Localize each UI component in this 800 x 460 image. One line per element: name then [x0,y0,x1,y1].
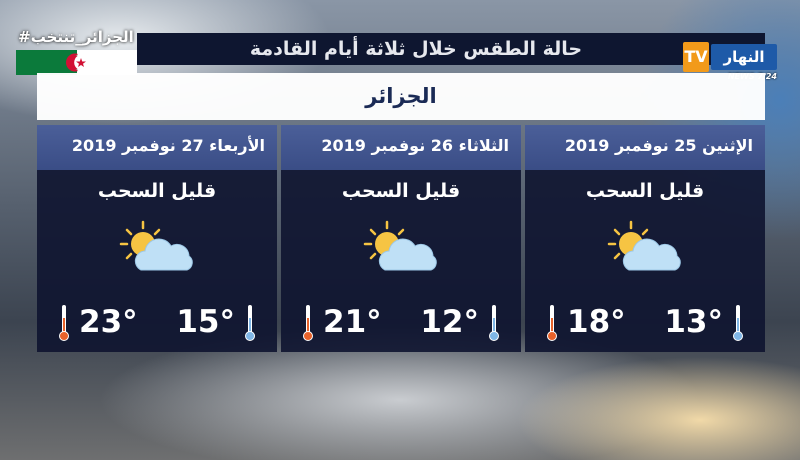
forecast-condition: قليل السحب [341,180,461,202]
thermometer-hot-icon [303,305,313,341]
thermometer-hot-icon [547,305,557,341]
forecast-condition: قليل السحب [585,180,705,202]
title-bar: حالة الطقس خلال ثلاثة أيام القادمة [137,33,765,65]
forecast-card: الثلاثاء 26 نوفمبر 2019 قليل السحب 21° 12… [281,125,521,352]
forecast-card: الإثنين 25 نوفمبر 2019 قليل السحب 18° 13° [525,125,765,352]
min-temp: 13° [664,304,723,340]
logo-name: النهار [711,44,777,70]
thermometer-cold-icon [245,305,255,341]
thermometer-cold-icon [733,305,743,341]
min-temp: 12° [420,304,479,340]
logo-tv: TV [683,42,709,72]
algeria-flag [16,50,137,75]
thermometer-hot-icon [59,305,69,341]
max-temp: 23° [79,304,138,340]
partly-cloudy-icon [363,220,437,271]
max-temp: 21° [323,304,382,340]
hashtag: #الجزائر_تنتخب [18,28,134,46]
partly-cloudy-icon [607,220,681,271]
forecast-date: الثلاثاء 26 نوفمبر 2019 [281,125,521,170]
page-title: حالة الطقس خلال ثلاثة أيام القادمة [249,38,583,60]
forecast-condition: قليل السحب [97,180,217,202]
forecast-date: الأربعاء 27 نوفمبر 2019 [37,125,277,170]
forecast-date: الإثنين 25 نوفمبر 2019 [525,125,765,170]
city-name: الجزائر [37,73,765,120]
min-temp: 15° [176,304,235,340]
partly-cloudy-icon [119,220,193,271]
max-temp: 18° [567,304,626,340]
forecast-card: الأربعاء 27 نوفمبر 2019 قليل السحب 23° 15… [37,125,277,352]
thermometer-cold-icon [489,305,499,341]
